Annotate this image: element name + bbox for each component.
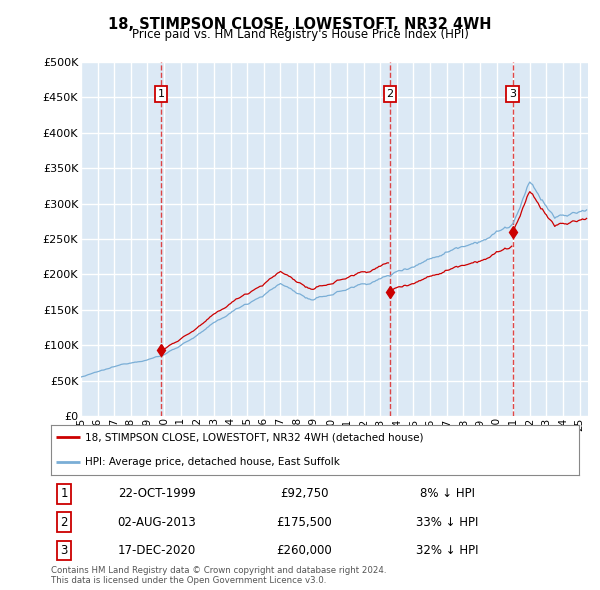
Text: 22-OCT-1999: 22-OCT-1999: [118, 487, 196, 500]
Text: 18, STIMPSON CLOSE, LOWESTOFT, NR32 4WH (detached house): 18, STIMPSON CLOSE, LOWESTOFT, NR32 4WH …: [85, 432, 424, 442]
Text: Price paid vs. HM Land Registry's House Price Index (HPI): Price paid vs. HM Land Registry's House …: [131, 28, 469, 41]
Text: 33% ↓ HPI: 33% ↓ HPI: [416, 516, 478, 529]
Text: Contains HM Land Registry data © Crown copyright and database right 2024.
This d: Contains HM Land Registry data © Crown c…: [51, 566, 386, 585]
Text: 2: 2: [386, 89, 394, 99]
Text: £260,000: £260,000: [277, 544, 332, 557]
Text: HPI: Average price, detached house, East Suffolk: HPI: Average price, detached house, East…: [85, 457, 340, 467]
Text: 2: 2: [61, 516, 68, 529]
Text: 3: 3: [509, 89, 516, 99]
Text: 1: 1: [157, 89, 164, 99]
Text: 17-DEC-2020: 17-DEC-2020: [118, 544, 196, 557]
Text: £92,750: £92,750: [280, 487, 329, 500]
Text: 32% ↓ HPI: 32% ↓ HPI: [416, 544, 478, 557]
Text: 1: 1: [61, 487, 68, 500]
Text: 8% ↓ HPI: 8% ↓ HPI: [419, 487, 475, 500]
Text: £175,500: £175,500: [277, 516, 332, 529]
Text: 3: 3: [61, 544, 68, 557]
Text: 02-AUG-2013: 02-AUG-2013: [117, 516, 196, 529]
Text: 18, STIMPSON CLOSE, LOWESTOFT, NR32 4WH: 18, STIMPSON CLOSE, LOWESTOFT, NR32 4WH: [108, 17, 492, 31]
